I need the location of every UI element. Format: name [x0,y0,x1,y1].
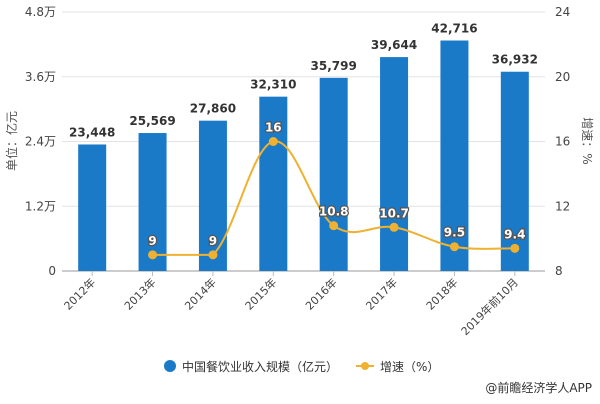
gridlines [62,11,545,272]
bar-value-label: 27,860 [190,102,236,116]
legend-bar-marker [164,360,176,372]
right-axis-label: 增速：% [580,117,594,164]
legend-line-dot [361,362,369,370]
bar [440,40,469,271]
bar [319,77,348,271]
bar-value-label: 36,932 [492,53,538,67]
bar [138,133,167,271]
x-tick-label: 2014年 [182,275,219,312]
left-axis-label: 单位：亿元 [4,111,19,171]
right-tick-label: 16 [555,135,570,149]
x-tick-label: 2016年 [302,275,339,312]
growth-value-label: 9.4 [504,227,525,241]
x-tick-label: 2018年 [423,275,460,312]
x-tick-label: 2013年 [121,275,158,312]
growth-value-label: 10.8 [319,205,349,219]
growth-point [389,222,399,232]
growth-value-label: 16 [265,121,282,135]
left-tick-label: 1.2万 [25,199,56,213]
growth-value-label: 9 [209,234,217,248]
left-tick-label: 2.4万 [25,135,56,149]
legend-line-label: 增速（%） [380,360,439,374]
right-tick-label: 12 [555,199,570,213]
growth-point [449,242,459,252]
left-tick-label: 0 [48,264,56,278]
growth-point [148,250,158,260]
growth-line: 9 9 16 10.8 10.7 9.5 9.4 [147,119,527,260]
source-credit: @前瞻经济学人APP [485,380,592,395]
growth-point [268,137,278,146]
growth-value-label: 9.5 [444,226,465,240]
bar [380,57,409,271]
x-tick-label: 2017年 [363,275,400,312]
growth-line-path [152,140,515,256]
x-tick-label: 2012年 [61,275,98,312]
left-tick-label: 3.6万 [25,70,56,84]
bar-value-label: 25,569 [129,114,175,128]
bar-value-label: 35,799 [311,59,357,73]
bar-value-label: 23,448 [69,125,115,139]
right-tick-label: 24 [555,5,570,19]
bar [198,120,227,271]
growth-value-label: 9 [148,234,156,248]
legend-bar-label: 中国餐饮业收入规模（亿元） [182,359,338,374]
growth-point [208,250,218,260]
bar-value-label: 42,716 [431,22,477,36]
growth-point [510,243,520,253]
bars: 23,448 25,569 27,860 32,310 35,799 39,644 42,7… [69,22,538,272]
growth-value-label: 10.7 [379,206,409,220]
growth-point [329,221,339,231]
right-tick-label: 20 [555,70,570,84]
legend: 中国餐饮业收入规模（亿元） 增速（%） [164,359,439,374]
right-tick-label: 8 [555,264,563,278]
left-tick-label: 4.8万 [25,5,56,19]
x-tick-label: 2019年前10月 [458,275,521,338]
bar-value-label: 39,644 [371,38,417,52]
bar [500,71,529,271]
axes: 0 1.2万 2.4万 3.6万 4.8万 8 12 16 20 24 2012年 2013年 2014… [25,5,570,338]
x-tick-label: 2015年 [242,275,279,312]
bar-value-label: 32,310 [250,78,296,92]
bar [78,144,107,271]
bar [259,96,288,272]
